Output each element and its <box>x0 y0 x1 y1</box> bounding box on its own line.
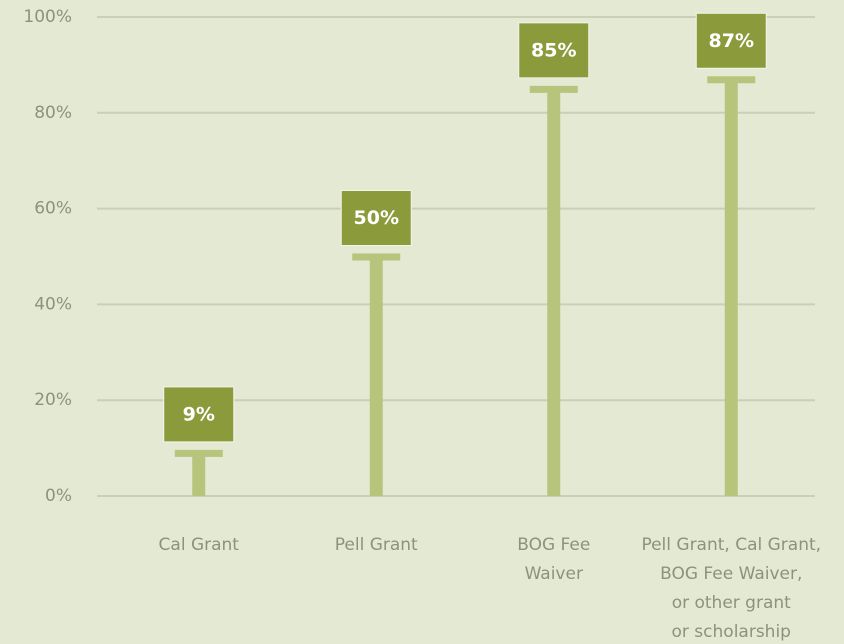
bar-cap <box>529 85 578 93</box>
y-tick-label: 60% <box>34 199 72 219</box>
bar-cap <box>707 76 756 84</box>
x-tick-label: Pell Grant <box>335 535 418 555</box>
x-tick-label: Waiver <box>525 564 583 584</box>
bar <box>724 79 738 497</box>
x-tick-label: Pell Grant, Cal Grant, <box>641 535 821 555</box>
x-tick-label: Cal Grant <box>159 535 240 555</box>
value-label-box <box>340 190 412 246</box>
value-label: 50% <box>354 207 399 229</box>
y-tick-label: 0% <box>45 486 72 506</box>
x-tick-label: BOG Fee Waiver, <box>660 564 802 584</box>
bar <box>192 452 206 496</box>
x-tick-label: or other grant <box>672 593 791 613</box>
bar-cap <box>352 253 401 261</box>
x-tick-label: or scholarship <box>672 622 791 642</box>
y-tick-label: 20% <box>34 390 72 410</box>
y-tick-label: 100% <box>23 7 72 27</box>
value-label-box <box>518 22 590 79</box>
value-label: 9% <box>183 403 215 425</box>
x-tick-label: BOG Fee <box>517 535 590 555</box>
bar-cap <box>174 449 223 457</box>
y-tick-label: 80% <box>34 103 72 123</box>
value-label: 85% <box>531 39 576 61</box>
bar <box>547 88 561 496</box>
value-label-box <box>695 12 767 69</box>
value-label: 87% <box>709 30 754 52</box>
bar <box>369 256 383 496</box>
value-label-box <box>163 386 235 443</box>
y-tick-label: 40% <box>34 294 72 314</box>
